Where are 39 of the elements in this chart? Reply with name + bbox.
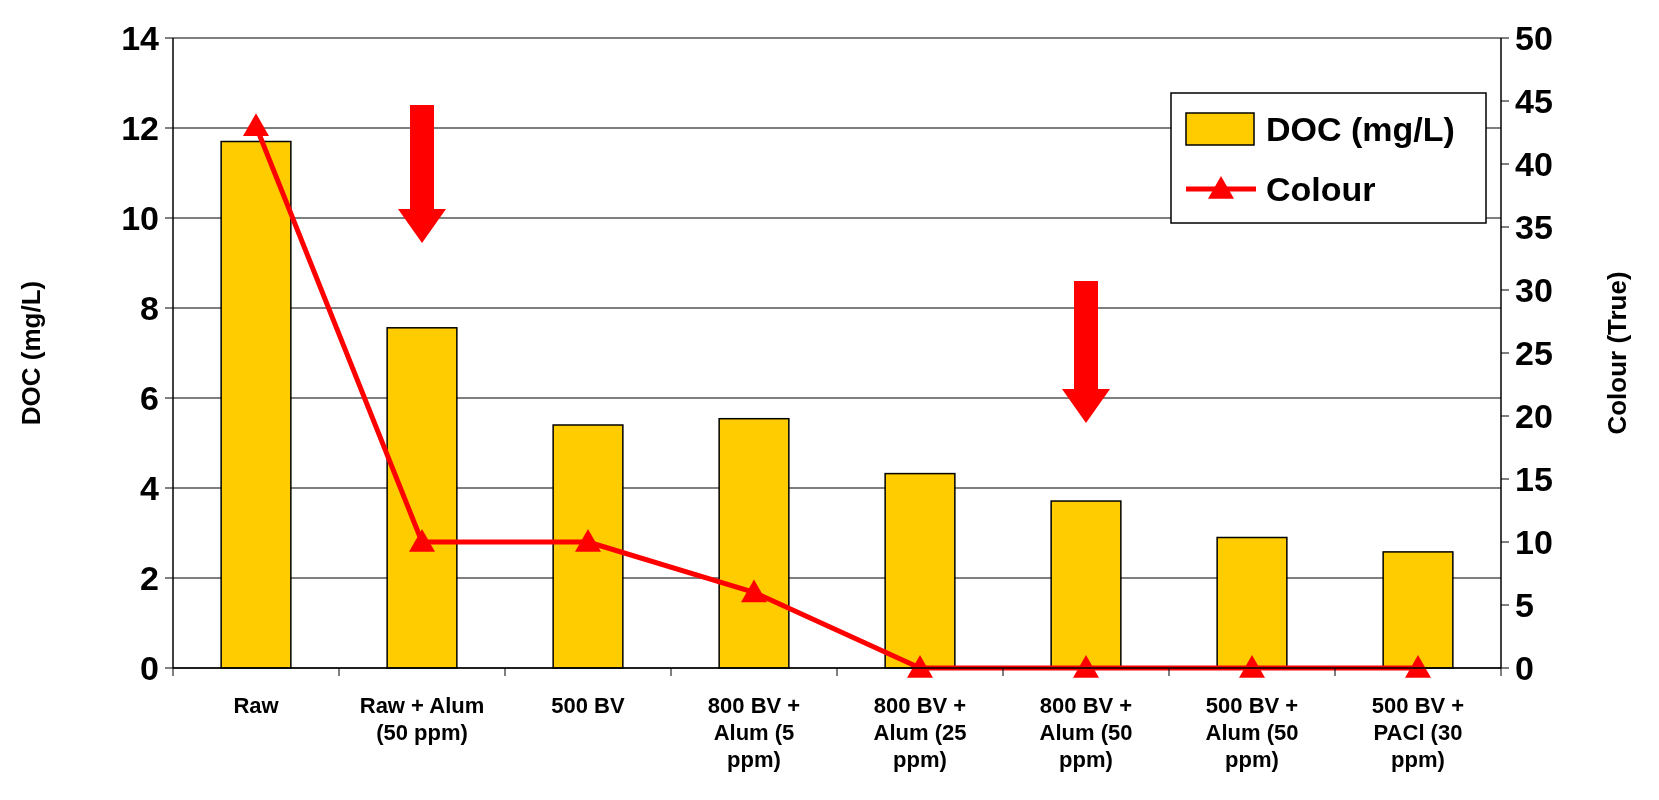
- y2-tick-label: 5: [1515, 585, 1534, 624]
- y-tick-label: 0: [140, 648, 159, 687]
- legend-label: Colour: [1266, 169, 1376, 208]
- point: [409, 529, 435, 552]
- y-tick-label: 6: [140, 378, 159, 417]
- point: [1405, 655, 1431, 678]
- point: [1239, 655, 1265, 678]
- y2-tick-label: 30: [1515, 270, 1553, 309]
- y-tick-label: 4: [140, 468, 160, 507]
- y2-tick-label: 0: [1515, 648, 1534, 687]
- y-axis-title: DOC (mg/L): [16, 280, 46, 426]
- x-tick-label: 800 BV + Alum (25 ppm): [873, 693, 967, 772]
- point: [575, 529, 601, 552]
- y2-tick-label: 10: [1515, 522, 1553, 561]
- y-tick-label: 14: [121, 18, 160, 57]
- y-tick-label: 2: [140, 558, 159, 597]
- y2-tick-label: 45: [1515, 81, 1553, 120]
- y-tick-label: 10: [121, 198, 159, 237]
- point: [243, 113, 269, 136]
- y2-tick-label: 40: [1515, 144, 1553, 183]
- y2-axis-title: Colour (True): [1602, 271, 1632, 435]
- point: [1073, 655, 1099, 678]
- y2-tick-label: 20: [1515, 396, 1553, 435]
- y2-tick-label: 15: [1515, 459, 1553, 498]
- x-tick-label: 800 BV + Alum (50 ppm): [1039, 693, 1133, 772]
- y2-tick-label: 35: [1515, 207, 1553, 246]
- x-tick-label: Raw + Alum (50 ppm): [359, 693, 485, 745]
- x-tick-label: 800 BV + Alum (5 ppm): [707, 693, 801, 772]
- y-tick-label: 8: [140, 288, 159, 327]
- x-tick-label: 500 BV + Alum (50 ppm): [1205, 693, 1299, 772]
- x-tick-label: Raw: [233, 693, 280, 718]
- x-tick-label: 500 BV + PACl (30 ppm): [1371, 693, 1465, 772]
- y2-tick-label: 25: [1515, 333, 1553, 372]
- x-tick-label: 500 BV: [551, 693, 626, 718]
- y-tick-label: 12: [121, 108, 159, 147]
- point: [741, 579, 767, 603]
- legend-label: DOC (mg/L): [1266, 109, 1455, 148]
- point: [907, 655, 933, 678]
- y2-tick-label: 50: [1515, 18, 1553, 57]
